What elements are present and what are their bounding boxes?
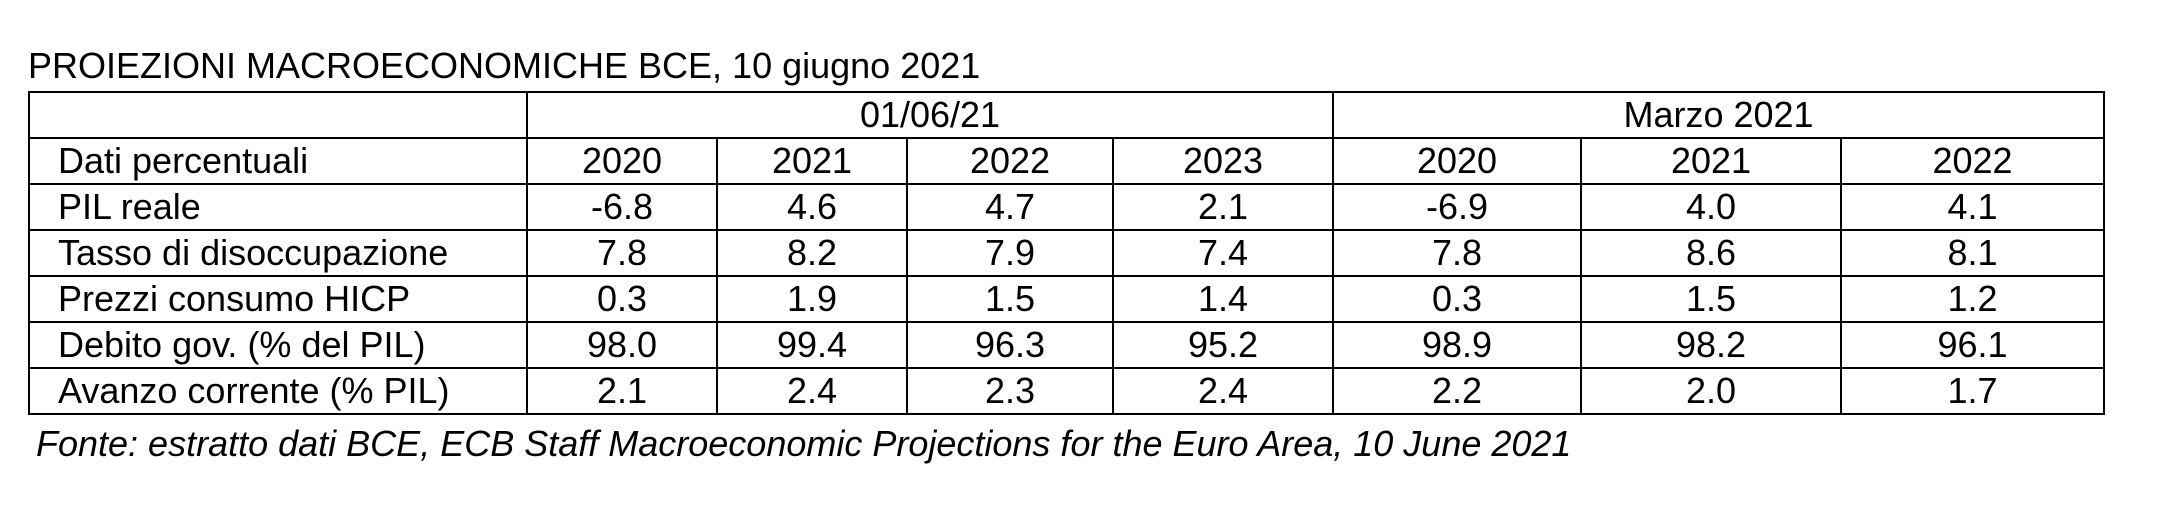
year-header: 2020 [526, 137, 718, 185]
table-cell: 4.1 [1840, 183, 2106, 231]
table-cell: 99.4 [716, 321, 908, 369]
table-row-hicp: Prezzi consumo HICP 0.3 1.9 1.5 1.4 0.3 … [28, 275, 2106, 323]
year-header: 2023 [1111, 137, 1335, 185]
projections-table: 01/06/21 Marzo 2021 Dati percentuali 202… [28, 91, 2106, 415]
table-cell: 8.6 [1580, 229, 1843, 277]
group-header-march: Marzo 2021 [1332, 91, 2106, 139]
table-row-pil-reale: PIL reale -6.8 4.6 4.7 2.1 -6.9 4.0 4.1 [28, 183, 2106, 231]
table-cell: 98.2 [1580, 321, 1843, 369]
table-cell: 1.4 [1111, 275, 1335, 323]
row-label: Avanzo corrente (% PIL) [28, 367, 528, 415]
table-cell: 1.2 [1840, 275, 2106, 323]
year-header: 2020 [1332, 137, 1583, 185]
table-cell: 96.3 [906, 321, 1114, 369]
row-label: PIL reale [28, 183, 528, 231]
table-cell: 1.9 [716, 275, 908, 323]
row-label: Tasso di disoccupazione [28, 229, 528, 277]
table-cell: 98.9 [1332, 321, 1583, 369]
table-cell: 7.8 [526, 229, 718, 277]
table-cell: -6.8 [526, 183, 718, 231]
table-cell: 4.7 [906, 183, 1114, 231]
table-cell: 7.4 [1111, 229, 1335, 277]
row-label: Debito gov. (% del PIL) [28, 321, 528, 369]
year-header: 2022 [1840, 137, 2106, 185]
year-header: 2021 [716, 137, 908, 185]
table-cell: 0.3 [526, 275, 718, 323]
table-cell: 1.7 [1840, 367, 2106, 415]
table-cell: 1.5 [906, 275, 1114, 323]
table-cell: 95.2 [1111, 321, 1335, 369]
table-cell: 1.5 [1580, 275, 1843, 323]
table-cell: 7.8 [1332, 229, 1583, 277]
year-header: 2022 [906, 137, 1114, 185]
table-cell: 4.0 [1580, 183, 1843, 231]
table-cell: 0.3 [1332, 275, 1583, 323]
corner-label: Dati percentuali [28, 137, 528, 185]
table-cell: 2.1 [1111, 183, 1335, 231]
group-header-row: 01/06/21 Marzo 2021 [28, 91, 2106, 139]
table-cell: 2.3 [906, 367, 1114, 415]
table-cell: 2.2 [1332, 367, 1583, 415]
table-cell: 2.4 [716, 367, 908, 415]
row-label: Prezzi consumo HICP [28, 275, 528, 323]
source-note: Fonte: estratto dati BCE, ECB Staff Macr… [36, 423, 1572, 464]
table-cell: 2.4 [1111, 367, 1335, 415]
table-row-debito: Debito gov. (% del PIL) 98.0 99.4 96.3 9… [28, 321, 2106, 369]
table-cell: 98.0 [526, 321, 718, 369]
group-header-june: 01/06/21 [525, 91, 1335, 139]
page-title: PROIEZIONI MACROECONOMICHE BCE, 10 giugn… [28, 45, 981, 86]
table-cell: 2.0 [1580, 367, 1843, 415]
table-cell: 4.6 [716, 183, 908, 231]
corner-empty-cell [28, 91, 528, 139]
table-cell: 8.1 [1840, 229, 2106, 277]
table-cell: 8.2 [716, 229, 908, 277]
year-header-row: Dati percentuali 2020 2021 2022 2023 202… [28, 137, 2106, 185]
table-row-avanzo: Avanzo corrente (% PIL) 2.1 2.4 2.3 2.4 … [28, 367, 2106, 415]
table-cell: 2.1 [526, 367, 718, 415]
table-cell: 96.1 [1840, 321, 2106, 369]
table-cell: 7.9 [906, 229, 1114, 277]
year-header: 2021 [1580, 137, 1843, 185]
table-cell: -6.9 [1332, 183, 1583, 231]
table-row-disoccupazione: Tasso di disoccupazione 7.8 8.2 7.9 7.4 … [28, 229, 2106, 277]
